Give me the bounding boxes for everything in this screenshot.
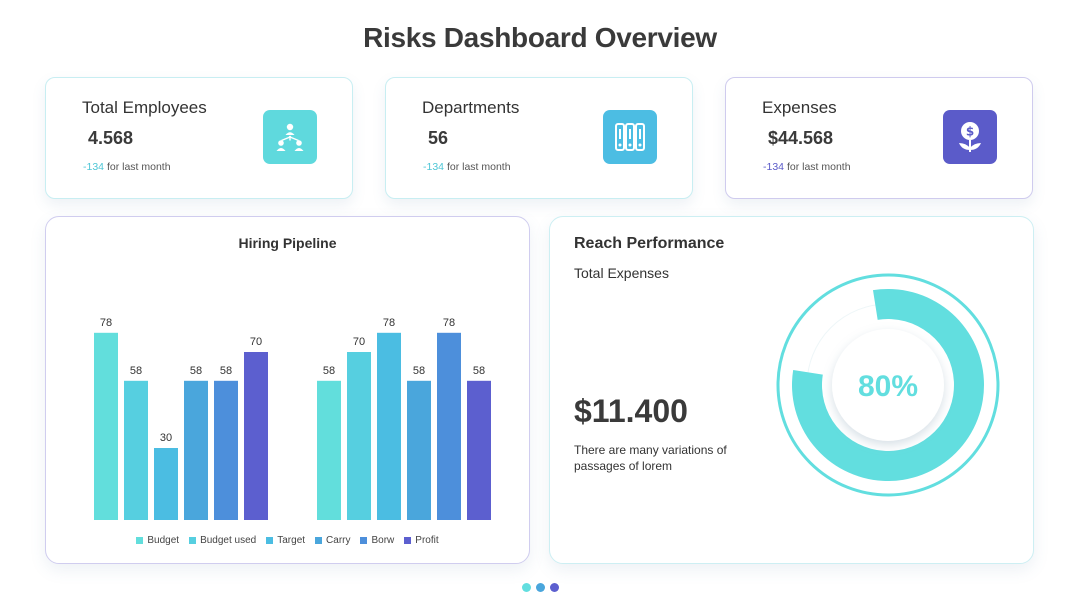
kpi-value: 56 — [428, 128, 449, 148]
legend-label: Carry — [326, 535, 351, 546]
reach-performance-panel: Reach Performance Total Expenses $11.400… — [549, 216, 1034, 564]
legend-label: Profit — [415, 535, 439, 546]
legend-item: Profit — [404, 535, 439, 546]
bar-carry-group-1 — [184, 380, 208, 520]
legend-label: Budget used — [200, 535, 257, 546]
bar-target-group-1 — [154, 448, 178, 520]
donut-center — [832, 329, 944, 441]
svg-text:$: $ — [966, 125, 974, 139]
legend-item: Budget — [136, 535, 179, 546]
donut-progress-arc — [792, 289, 984, 481]
reach-donut-chart: 80% — [776, 273, 1000, 497]
bar-data-label: 58 — [190, 365, 202, 377]
kpi-subtext: -134 for last month — [763, 161, 851, 173]
kpi-label: Expenses — [762, 98, 837, 117]
legend-item: Target — [266, 535, 305, 546]
bar-budget-used-group-1 — [124, 380, 148, 520]
bar-data-label: 30 — [160, 432, 172, 444]
bar-budget-used-group-2 — [347, 352, 371, 520]
kpi-delta: -134 — [83, 161, 105, 173]
bar-budget-group-1 — [94, 332, 118, 520]
kpi-card-departments: Departments 56 -134 for last month — [385, 77, 693, 199]
chart-title: Hiring Pipeline — [238, 235, 337, 251]
legend-label: Budget — [147, 535, 180, 546]
bar-borw-group-2 — [437, 332, 461, 520]
hiring-pipeline-panel: Hiring Pipeline 78 58 30 58 58 70 58 70 78 58 78 58… — [45, 216, 530, 564]
reach-title: Reach Performance — [574, 235, 725, 252]
bar-data-label: 78 — [443, 317, 455, 329]
bar-profit-group-2 — [467, 380, 491, 520]
kpi-label: Total Employees — [82, 98, 207, 117]
bar-data-label: 58 — [323, 365, 335, 377]
legend-swatch — [189, 537, 197, 544]
slide-pager — [0, 583, 1080, 592]
bar-borw-group-1 — [214, 380, 238, 520]
kpi-delta-suffix: for last month — [786, 161, 851, 173]
donut-outer-ring — [776, 273, 1000, 497]
legend-swatch — [315, 537, 323, 544]
kpi-card-expenses: Expenses $44.568 -134 for last month $ — [725, 77, 1033, 199]
bar-budget-group-2 — [317, 380, 341, 520]
pager-dot-3[interactable] — [549, 583, 559, 592]
kpi-subtext: -134 for last month — [423, 161, 511, 173]
bar-profit-group-1 — [244, 352, 268, 520]
bar-data-label: 70 — [353, 336, 365, 348]
legend-swatch — [266, 537, 274, 544]
bar-data-label: 58 — [220, 365, 232, 377]
bar-data-label: 70 — [250, 336, 262, 348]
page-title: Risks Dashboard Overview — [363, 22, 717, 53]
bar-data-label: 58 — [413, 365, 425, 377]
money-plant-icon: $ — [943, 110, 997, 164]
kpi-subtext: -134 for last month — [83, 161, 171, 173]
reach-description: There are many variations of passages of… — [574, 443, 727, 473]
team-hierarchy-icon — [263, 110, 317, 164]
legend-swatch — [404, 537, 412, 544]
filing-cabinet-icon — [603, 110, 657, 164]
kpi-delta: -134 — [763, 161, 785, 173]
reach-subtitle: Total Expenses — [574, 265, 669, 281]
bar-data-label: 78 — [383, 317, 395, 329]
legend-swatch — [136, 537, 144, 544]
legend-label: Borw — [371, 535, 395, 546]
legend-item: Borw — [360, 535, 394, 546]
kpi-value: $44.568 — [768, 128, 834, 148]
reach-value: $11.400 — [574, 393, 688, 429]
kpi-card-total-employees: Total Employees 4.568 -134 for last mont… — [45, 77, 353, 199]
donut-percent-label: 80% — [858, 370, 918, 403]
bar-data-label: 58 — [473, 365, 485, 377]
legend-item: Budget used — [189, 535, 256, 546]
legend-swatch — [360, 537, 368, 544]
kpi-delta-suffix: for last month — [446, 161, 511, 173]
bar-carry-group-2 — [407, 380, 431, 520]
bar-target-group-2 — [377, 332, 401, 520]
kpi-delta-suffix: for last month — [106, 161, 171, 173]
pager-dot-1[interactable] — [521, 583, 531, 592]
kpi-value: 4.568 — [88, 128, 134, 148]
pager-dot-2[interactable] — [535, 583, 545, 592]
bar-data-label: 78 — [100, 317, 112, 329]
hiring-bar-chart: 78 58 30 58 58 70 58 70 78 58 78 58 — [94, 317, 491, 520]
kpi-label: Departments — [422, 98, 520, 117]
legend-item: Carry — [315, 535, 350, 546]
kpi-delta: -134 — [423, 161, 445, 173]
bar-data-label: 58 — [130, 365, 142, 377]
legend-label: Target — [277, 535, 306, 546]
chart-legend: Budget Budget used Target Carry Borw Profit — [46, 535, 529, 546]
